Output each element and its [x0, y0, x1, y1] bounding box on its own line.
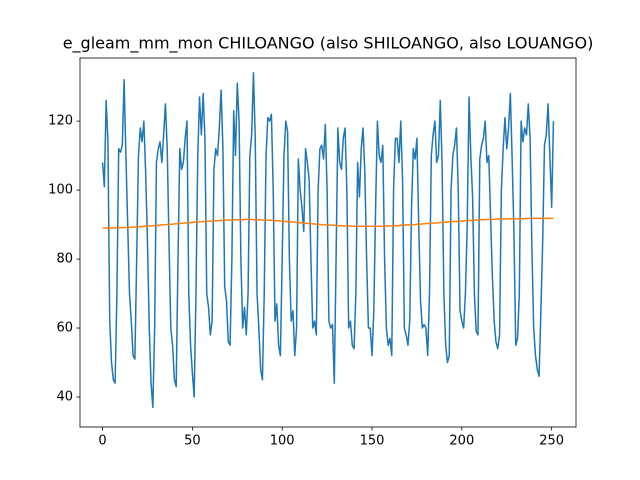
x-tick-label: 50 [184, 434, 201, 449]
x-tick-label: 100 [270, 434, 295, 449]
x-tick-label: 150 [360, 434, 385, 449]
plot-frame [79, 57, 577, 428]
chart-title: e_gleam_mm_mon CHILOANGO (also SHILOANGO… [63, 34, 594, 54]
y-tick-label: 120 [48, 114, 73, 129]
data-line [101, 72, 555, 409]
x-tick-label: 0 [98, 434, 106, 449]
x-tick-label: 250 [539, 434, 564, 449]
y-tick-label: 60 [56, 321, 73, 336]
y-tick-label: 40 [56, 389, 73, 404]
y-tick-label: 100 [48, 183, 73, 198]
data-line [102, 217, 554, 229]
x-tick-label: 200 [449, 434, 474, 449]
y-tick-label: 80 [56, 252, 73, 267]
